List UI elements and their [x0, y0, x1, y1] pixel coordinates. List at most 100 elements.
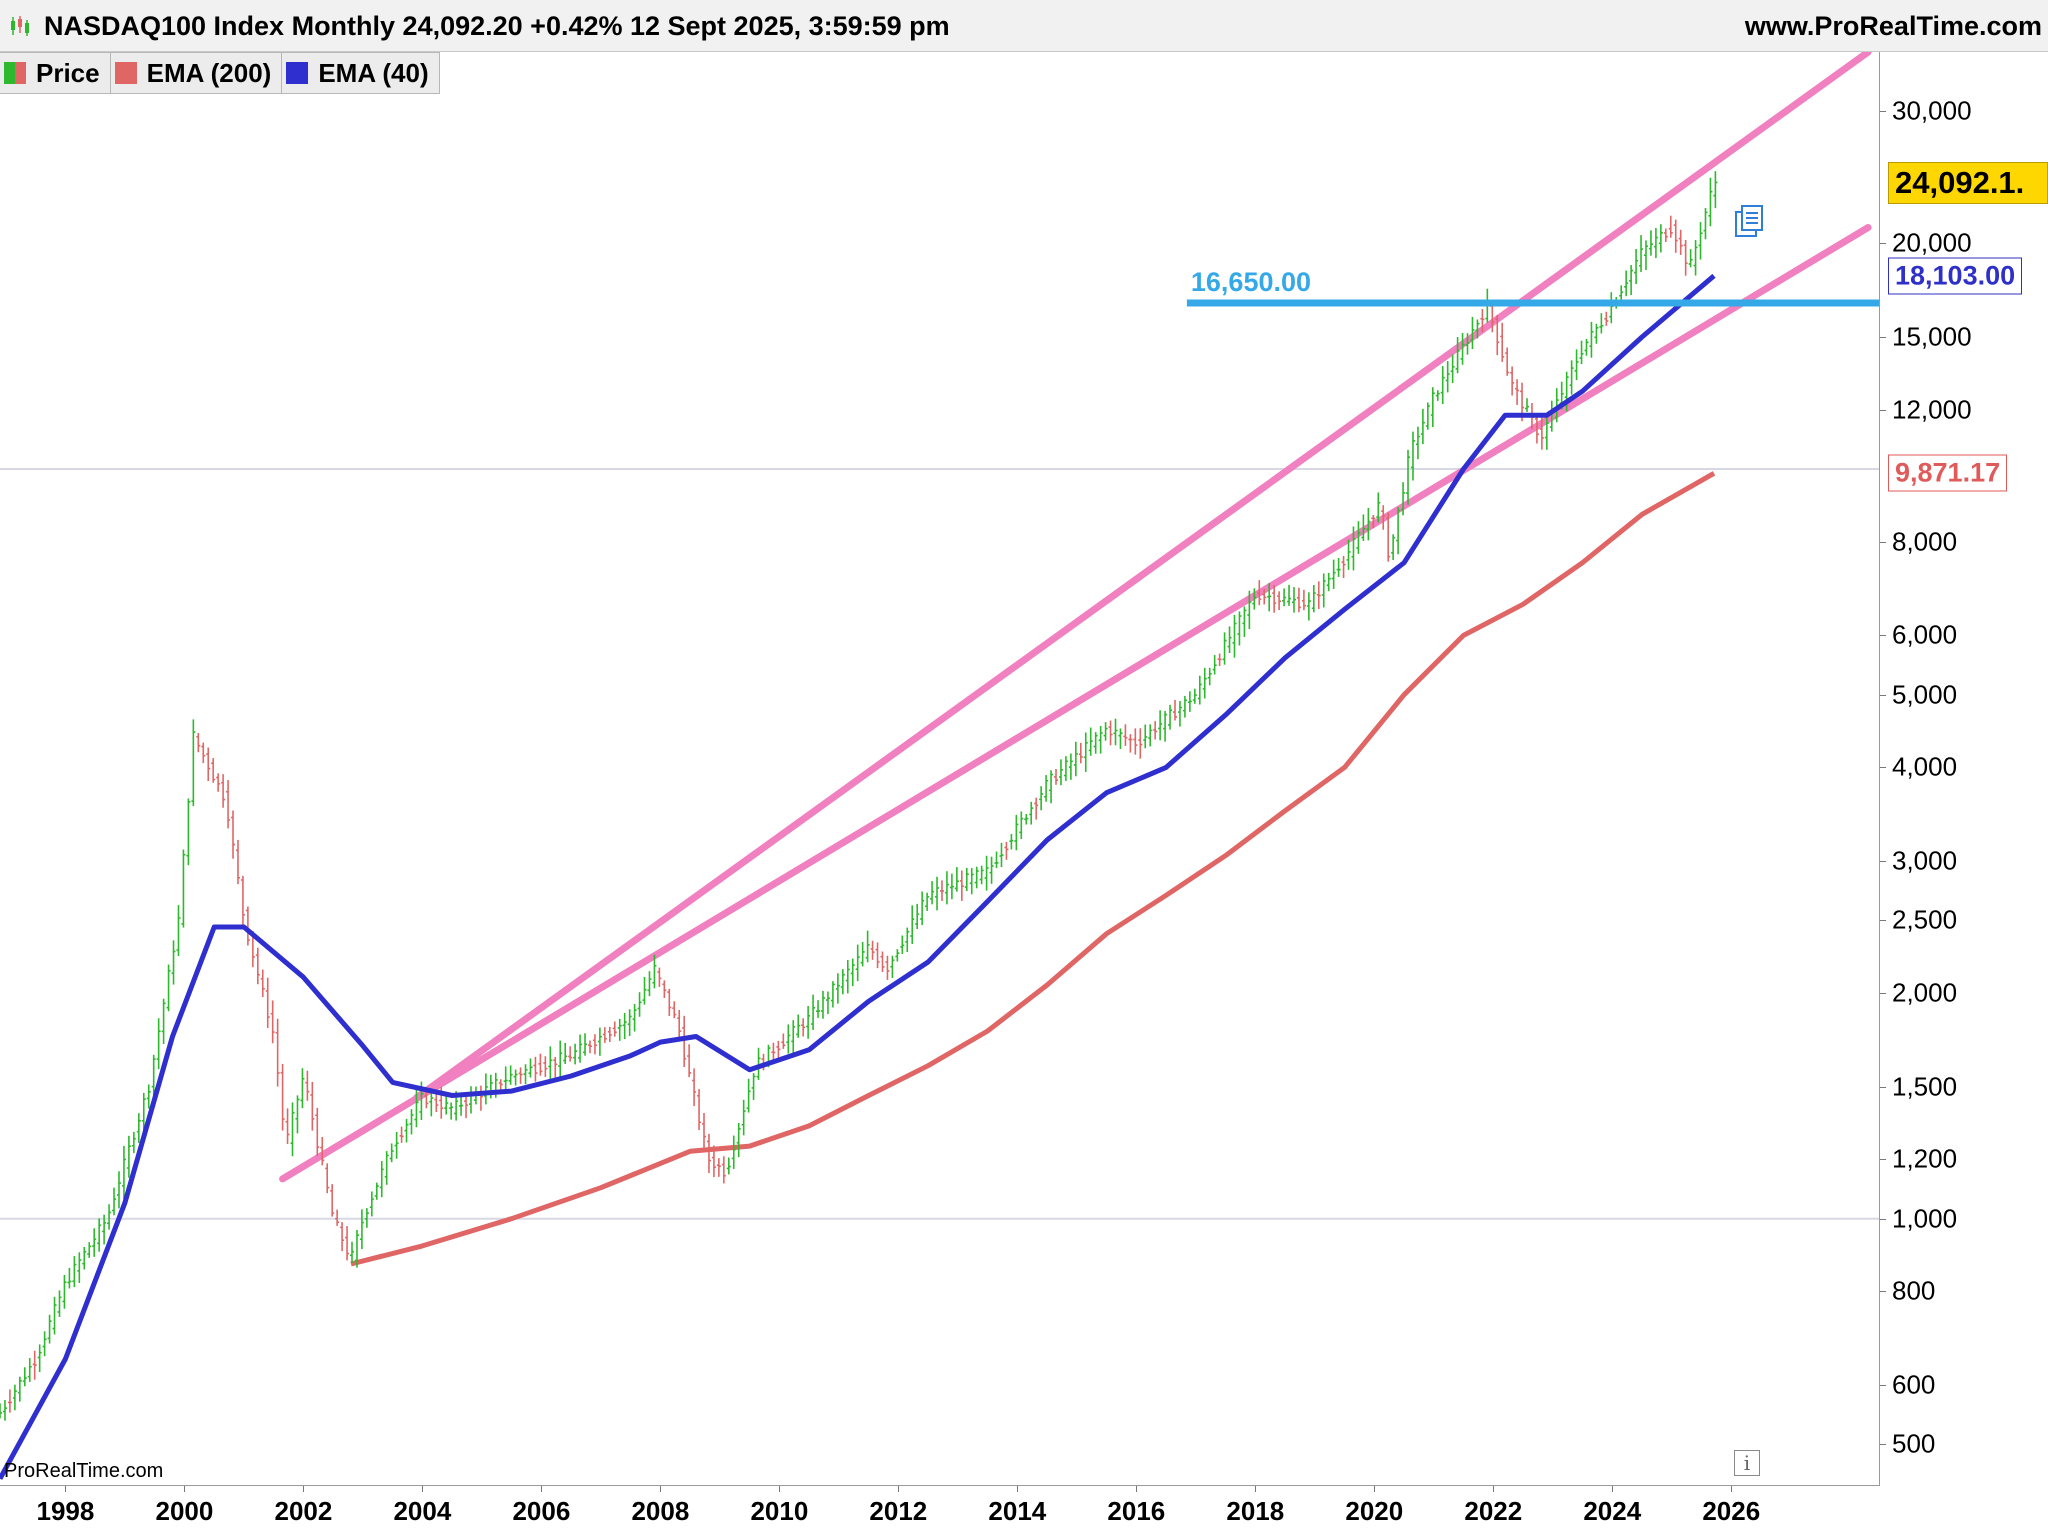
x-tick-label: 2012: [869, 1496, 928, 1526]
x-tick-mark: [1374, 1486, 1376, 1492]
candle: [811, 994, 816, 1030]
candle: [994, 851, 999, 869]
candle: [1311, 585, 1316, 613]
candle: [1192, 688, 1197, 704]
candle: [1376, 492, 1381, 523]
y-tick-label: 800: [1892, 1275, 1936, 1306]
candle: [7, 1389, 12, 1413]
candle: [518, 1067, 523, 1084]
candle: [290, 1102, 295, 1157]
candle: [126, 1135, 131, 1178]
ema200-line[interactable]: [350, 471, 1716, 1267]
candle: [1554, 388, 1559, 423]
candle: [726, 1157, 731, 1175]
candle: [1351, 526, 1356, 571]
candle: [1386, 512, 1391, 562]
candle: [905, 927, 910, 953]
candle: [12, 1384, 17, 1411]
candle: [1336, 557, 1341, 577]
legend-item-price[interactable]: Price: [0, 53, 111, 93]
ema40-value-tag: 18,103.00: [1888, 257, 2023, 295]
candle: [1267, 583, 1272, 612]
y-axis[interactable]: 30,000 20,000 15,000 12,000 8,000 6,000 5,000 4…: [1880, 52, 2048, 1486]
brand-url[interactable]: www.ProRealTime.com: [1744, 11, 2042, 41]
y-tick-label: 8,000: [1892, 526, 1958, 557]
x-axis[interactable]: 1998 2000 2002 2004 2006 2008 2010 2012 2014 2016…: [0, 1486, 1880, 1536]
candle: [1584, 339, 1589, 356]
x-tick-mark: [184, 1486, 186, 1492]
candle: [161, 998, 166, 1044]
candle: [1088, 727, 1093, 756]
candle: [1708, 177, 1713, 227]
candle: [667, 988, 672, 1017]
y-tick-mark: [1880, 337, 1886, 339]
candle: [1356, 521, 1361, 554]
x-tick-mark: [1255, 1486, 1257, 1492]
candle: [310, 1081, 315, 1131]
x-tick-mark: [1017, 1486, 1019, 1492]
candle: [364, 1208, 369, 1228]
candle: [1301, 589, 1306, 611]
candle: [1024, 814, 1029, 825]
candle: [1187, 691, 1192, 712]
y-tick-label: 6,000: [1892, 619, 1958, 650]
candle: [1425, 402, 1430, 430]
candle: [32, 1350, 37, 1380]
y-tick-mark: [1880, 1218, 1886, 1220]
legend-item-ema200[interactable]: EMA (200): [111, 53, 283, 93]
price-chart[interactable]: [0, 52, 1880, 1486]
y-tick-mark: [1880, 1385, 1886, 1387]
candle: [399, 1126, 404, 1143]
candle: [176, 905, 181, 956]
trend-channel-lower[interactable]: [279, 224, 1872, 1183]
candle: [553, 1056, 558, 1078]
candle: [320, 1136, 325, 1166]
candle: [1668, 215, 1673, 238]
candle: [612, 1021, 617, 1037]
candle: [72, 1256, 77, 1288]
candle: [1480, 309, 1485, 333]
x-tick-label: 2026: [1702, 1496, 1761, 1526]
info-icon[interactable]: i: [1734, 1450, 1760, 1476]
notes-icon[interactable]: [1735, 205, 1763, 237]
candle: [1217, 653, 1222, 666]
x-tick-mark: [303, 1486, 305, 1492]
legend-item-ema40[interactable]: EMA (40): [282, 53, 438, 93]
candle: [260, 969, 265, 997]
candle: [97, 1218, 102, 1252]
candle: [325, 1163, 330, 1194]
candle: [637, 992, 642, 1017]
candle: [885, 955, 890, 980]
candle: [464, 1093, 469, 1119]
candle: [1634, 248, 1639, 285]
candle: [1331, 559, 1336, 589]
candle: [706, 1133, 711, 1174]
candle: [830, 981, 835, 1008]
candle: [711, 1145, 716, 1178]
candle: [112, 1187, 117, 1216]
candlestick-chart-icon[interactable]: [8, 14, 32, 38]
candle: [607, 1026, 612, 1043]
x-tick-label: 2024: [1583, 1496, 1642, 1526]
candle: [136, 1113, 141, 1143]
candle: [1247, 590, 1252, 630]
chart-title: NASDAQ100 Index Monthly 24,092.20 +0.42%…: [44, 11, 950, 41]
x-tick-label: 2018: [1226, 1496, 1285, 1526]
y-tick-mark: [1880, 1086, 1886, 1088]
trend-channel-upper[interactable]: [413, 52, 1872, 1102]
candle: [1639, 235, 1644, 272]
x-tick-label: 2002: [274, 1496, 333, 1526]
candle: [558, 1040, 563, 1079]
candle: [1113, 718, 1118, 746]
candle: [1277, 591, 1282, 611]
candle: [270, 1000, 275, 1044]
candle: [1197, 675, 1202, 705]
ema40-line[interactable]: [0, 273, 1716, 1480]
candle: [1118, 728, 1123, 749]
candle: [345, 1226, 350, 1261]
y-tick-label: 3,000: [1892, 845, 1958, 876]
candle: [1525, 398, 1530, 412]
candle: [979, 865, 984, 885]
candle: [662, 980, 667, 998]
candle: [394, 1131, 399, 1159]
